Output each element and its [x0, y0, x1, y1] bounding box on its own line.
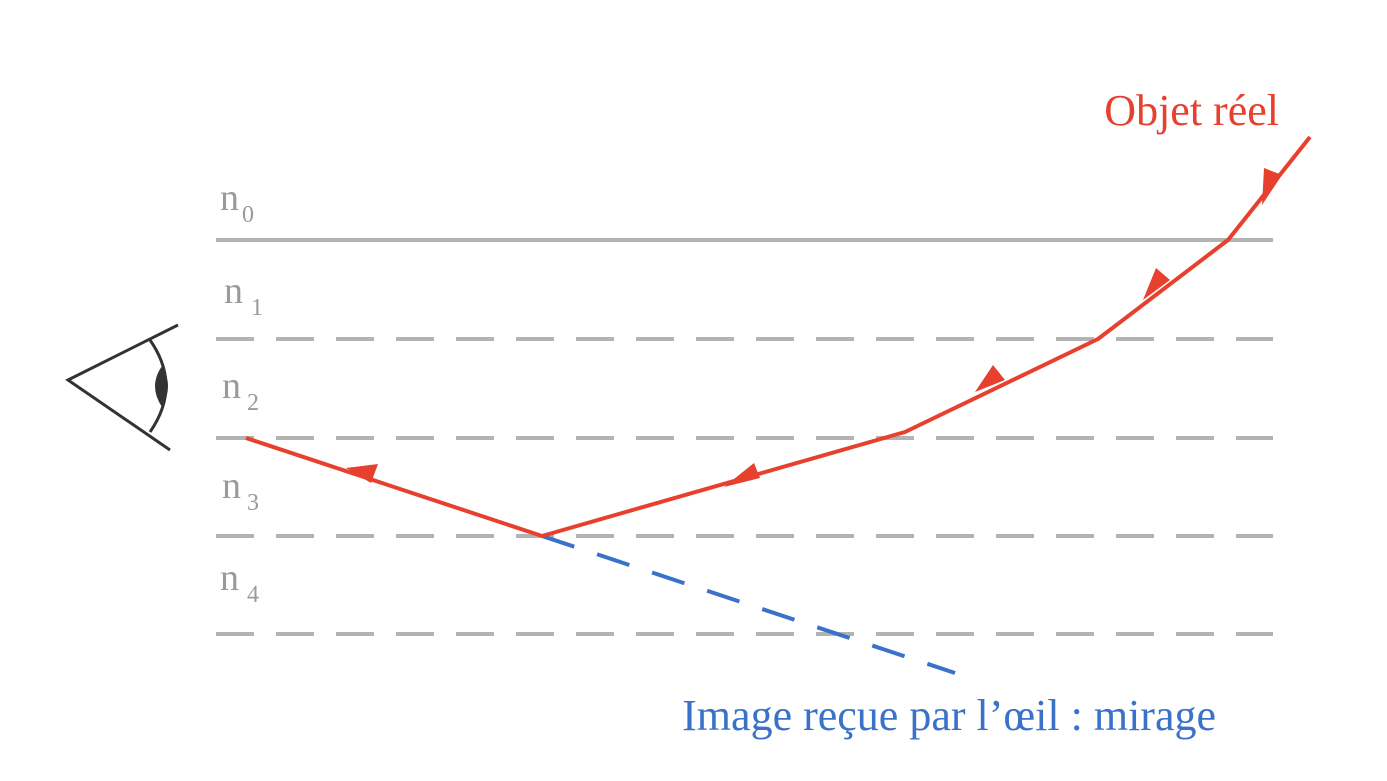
ray-path [245, 135, 1312, 538]
layer-interfaces [216, 238, 1273, 636]
eye-icon [65, 323, 179, 452]
ray-arrow-1 [1262, 168, 1282, 205]
virtual-ray [541, 534, 956, 675]
ray-arrow-4 [724, 463, 760, 487]
image-label: Image reçue par l’œil : mirage [682, 691, 1216, 740]
object-label: Objet réel [1104, 86, 1279, 135]
ray-arrows [346, 168, 1282, 487]
ray-arrow-3 [975, 365, 1005, 392]
ray-arrow-2 [1143, 268, 1170, 300]
light-ray [245, 135, 1312, 538]
ray-arrow-5 [346, 464, 378, 483]
